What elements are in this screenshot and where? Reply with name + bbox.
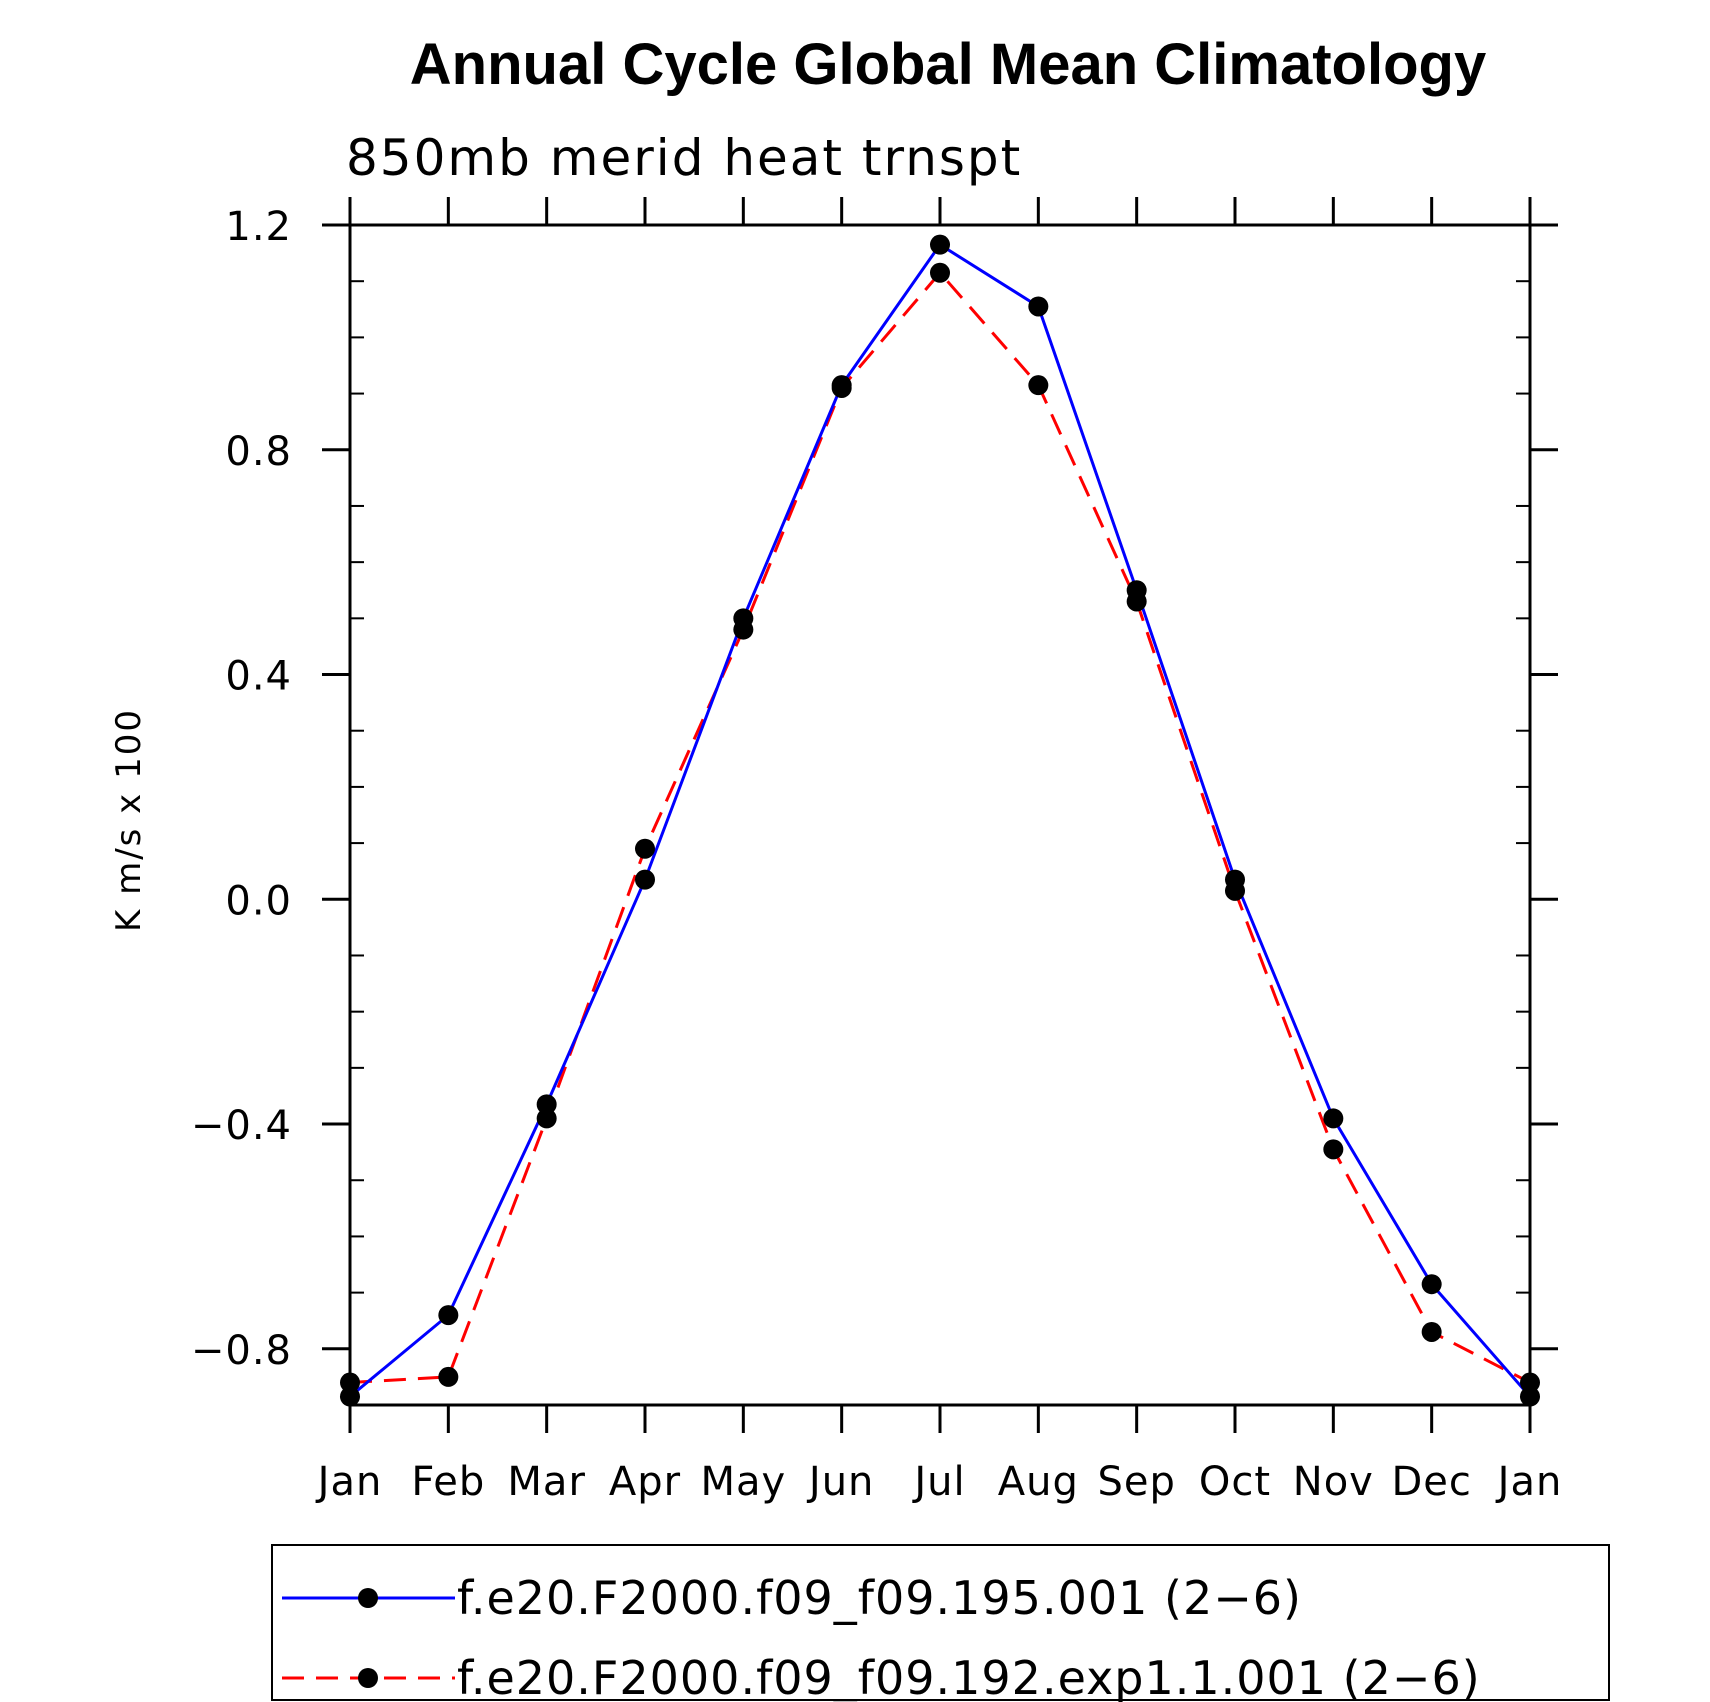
x-tick-label: Feb (411, 1459, 485, 1505)
legend-marker-1 (358, 1588, 378, 1608)
data-point-s2-4 (733, 619, 754, 640)
chart-subtitle: 850mb merid heat trnspt (346, 129, 1022, 187)
y-axis-label: K m/s x 100 (109, 708, 149, 932)
x-tick-label: Dec (1391, 1459, 1471, 1505)
data-point-s1-10 (1323, 1108, 1344, 1129)
y-tick-label: 1.2 (225, 204, 292, 250)
series-markers (340, 234, 1540, 1407)
x-tick-label: Nov (1293, 1459, 1374, 1505)
x-tick-label: Oct (1199, 1459, 1271, 1505)
series-lines (349, 242, 1532, 1398)
data-point-s2-8 (1126, 591, 1147, 612)
data-point-s2-7 (1028, 375, 1049, 396)
data-point-s1-7 (1028, 296, 1049, 317)
data-point-s1-11 (1421, 1274, 1442, 1295)
data-point-s2-9 (1225, 880, 1245, 901)
y-tick-label: 0.8 (225, 429, 292, 475)
x-tick-label: Jun (806, 1459, 875, 1505)
data-point-s2-5 (831, 377, 852, 398)
data-point-s2-6 (930, 262, 950, 283)
chart-title: Annual Cycle Global Mean Climatology (410, 32, 1486, 97)
data-point-s2-0 (340, 1372, 360, 1393)
data-point-s1-3 (635, 869, 655, 890)
series-line-2 (349, 270, 1531, 1385)
data-point-s2-3 (635, 838, 655, 859)
data-point-s2-2 (536, 1108, 557, 1129)
data-point-s1-6 (930, 234, 950, 255)
y-tick-label: −0.8 (191, 1328, 292, 1374)
legend-label-1: f.e20.F2000.f09_f09.195.001 (2−6) (457, 1571, 1302, 1625)
data-point-s1-1 (438, 1305, 459, 1326)
x-tick-label: Jul (911, 1459, 965, 1505)
x-tick-label: May (700, 1459, 786, 1505)
x-tick-label: Jan (315, 1459, 383, 1505)
x-tick-label: Aug (998, 1459, 1079, 1505)
data-point-s1-2 (536, 1094, 557, 1115)
y-tick-label: −0.4 (191, 1103, 292, 1149)
legend-box (271, 1544, 1610, 1701)
series-line-1 (349, 242, 1532, 1398)
x-tick-label: Sep (1097, 1459, 1175, 1505)
y-tick-label: 0.0 (225, 878, 292, 924)
legend-marker-2 (358, 1668, 378, 1688)
data-point-s2-12 (1520, 1372, 1540, 1393)
axes: Jan Feb Mar Apr May Jun Jul Aug Sep Oct Nov Dec Jan 1… (191, 197, 1563, 1505)
plot-frame (348, 223, 1532, 1407)
data-point-s2-10 (1323, 1139, 1344, 1160)
y-tick-label: 0.4 (225, 654, 292, 700)
data-point-s2-11 (1421, 1321, 1442, 1342)
x-tick-label: Mar (507, 1459, 585, 1505)
x-tick-label: Jan (1495, 1459, 1563, 1505)
data-point-s1-0 (340, 1386, 360, 1407)
data-point-s2-1 (438, 1366, 459, 1387)
x-tick-label: Apr (609, 1459, 681, 1505)
legend-label-2: f.e20.F2000.f09_f09.192.exp1.1.001 (2−6) (457, 1651, 1481, 1702)
legend: f.e20.F2000.f09_f09.195.001 (2−6) f.e20.F… (271, 1544, 1610, 1702)
data-point-s1-12 (1520, 1386, 1540, 1407)
